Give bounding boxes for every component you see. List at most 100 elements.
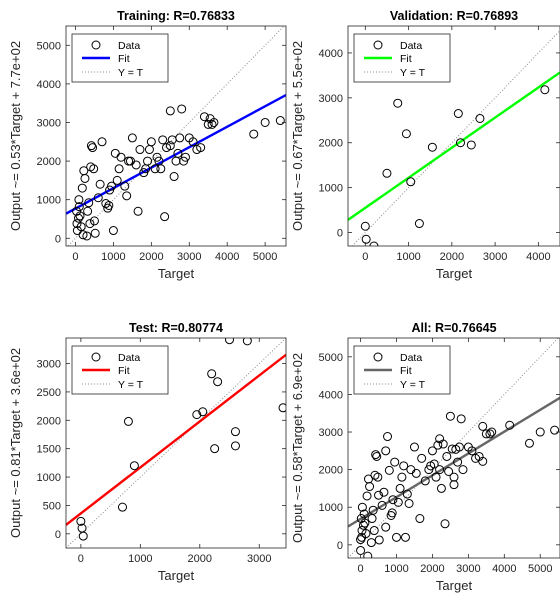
y-tick-label: 1500: [37, 444, 61, 456]
data-point: [481, 429, 491, 439]
data-point: [135, 145, 145, 155]
y-tick-label: 3000: [319, 93, 343, 105]
fit-line: [348, 71, 560, 221]
data-point: [373, 472, 383, 482]
data-point: [368, 505, 378, 515]
data-point: [207, 369, 217, 379]
y-tick-label: 2500: [37, 387, 61, 399]
data-point: [242, 338, 252, 346]
data-point: [400, 532, 410, 542]
data-point: [362, 491, 372, 501]
y-tick-label: 4000: [319, 48, 343, 60]
data-point: [524, 438, 534, 448]
data-point: [127, 133, 137, 143]
legend-data-marker: [373, 40, 383, 50]
x-axis-label: Target: [158, 266, 195, 281]
data-point: [108, 226, 118, 236]
axes-box: [347, 25, 560, 247]
y-tick-label: 3000: [319, 427, 343, 439]
y-tick-label: 2000: [37, 415, 61, 427]
data-point: [372, 451, 382, 461]
x-tick-label: 3000: [456, 563, 480, 575]
data-point: [475, 113, 485, 123]
data-point: [406, 177, 416, 187]
x-tick-label: 2000: [188, 553, 212, 565]
data-point: [101, 199, 111, 209]
y-tick-label: 0: [55, 529, 61, 541]
data-point: [371, 450, 381, 460]
data-point: [207, 119, 217, 129]
y-tick-label: 1000: [37, 195, 61, 207]
data-point: [436, 483, 446, 493]
x-axis-label: Target: [436, 266, 473, 281]
data-point: [77, 183, 87, 193]
y-tick-label: 3000: [37, 117, 61, 129]
plot-content: [348, 338, 560, 558]
plot-title: Test: R=0.80774: [129, 321, 223, 335]
data-point: [83, 206, 93, 216]
data-point: [76, 516, 86, 526]
data-point: [433, 440, 443, 450]
x-tick-label: 0: [78, 553, 84, 565]
data-point: [369, 241, 379, 246]
data-point: [485, 429, 495, 439]
axes-box: [347, 337, 560, 559]
axes-box: [65, 25, 287, 247]
data-point: [175, 133, 185, 143]
legend-entry-label: Y = T: [118, 379, 144, 391]
data-point: [384, 465, 394, 475]
data-point: [278, 403, 286, 413]
data-point: [116, 152, 126, 162]
data-point: [89, 164, 99, 174]
y-axis-label: Output ~= 0.67*Target + 5.5e+02: [290, 41, 305, 231]
data-point: [120, 181, 130, 191]
data-point: [112, 175, 122, 185]
data-point: [427, 446, 437, 456]
data-point: [158, 135, 168, 145]
data-point: [388, 495, 398, 505]
x-tick-label: 4000: [492, 563, 516, 575]
data-point: [381, 446, 391, 456]
data-point: [173, 148, 183, 158]
data-point: [399, 461, 409, 471]
legend-entry-label: Data: [118, 40, 140, 52]
data-point: [85, 219, 95, 229]
data-point: [383, 432, 393, 442]
data-point: [143, 156, 153, 166]
data-point: [374, 535, 384, 545]
y-tick-label: 4000: [319, 389, 343, 401]
data-point: [93, 193, 103, 203]
data-point: [104, 200, 114, 210]
data-point: [401, 129, 411, 139]
legend-entry-label: Fit: [400, 365, 412, 377]
legend-entry-label: Y = T: [118, 67, 144, 79]
legend-entry-label: Fit: [118, 365, 130, 377]
legend-entry-label: Data: [118, 352, 140, 364]
data-point: [402, 489, 412, 499]
data-point: [199, 112, 209, 122]
data-point: [357, 502, 367, 512]
data-point: [78, 230, 88, 240]
data-point: [129, 461, 139, 471]
x-tick-label: 4000: [526, 251, 550, 263]
x-tick-label: 2000: [420, 563, 444, 575]
data-point: [393, 98, 403, 108]
data-point: [122, 191, 132, 201]
data-point: [275, 116, 285, 126]
data-point: [359, 509, 369, 519]
data-point: [393, 497, 403, 507]
plot-content: [66, 338, 286, 548]
legend-entry-label: Data: [400, 40, 422, 52]
data-point: [438, 439, 448, 449]
y-tick-label: 3000: [37, 359, 61, 371]
x-tick-label: 1000: [384, 563, 408, 575]
data-point: [74, 213, 84, 223]
y-tick-label: 1000: [319, 183, 343, 195]
x-tick-label: 0: [72, 251, 78, 263]
data-point: [449, 472, 459, 482]
y-axis-label: Output ~= 0.81*Target + 3.6e+02: [8, 348, 23, 538]
y-tick-label: 1000: [319, 502, 343, 514]
data-point: [192, 410, 202, 420]
